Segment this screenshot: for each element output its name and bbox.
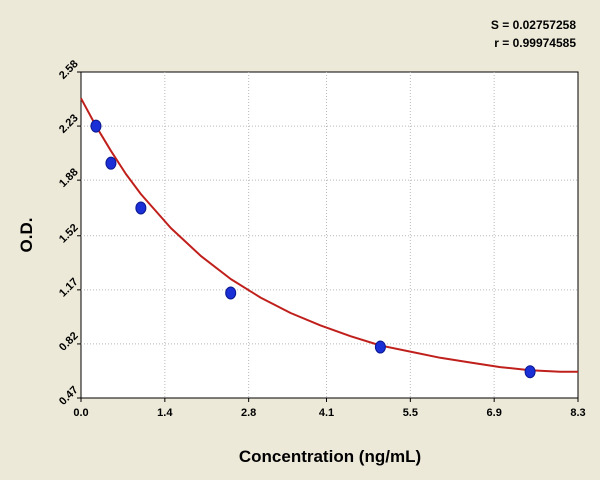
y-tick-label: 1.88 xyxy=(57,166,81,190)
fit-curve-group xyxy=(80,97,578,373)
plot-area xyxy=(80,71,579,399)
y-tick-label: 0.47 xyxy=(57,384,81,408)
x-tick-label: 4.1 xyxy=(319,407,334,419)
fit-curve-line xyxy=(80,97,578,373)
x-tick-labels: 0.0 1.4 2.8 4.1 5.5 6.9 8.3 xyxy=(73,407,585,419)
y-tick-label: 1.17 xyxy=(57,276,81,300)
y-tick-label: 0.82 xyxy=(57,330,81,354)
data-point xyxy=(105,156,117,170)
y-tick-label: 2.58 xyxy=(57,58,81,82)
data-point xyxy=(225,286,237,300)
x-tick-label: 8.3 xyxy=(570,407,585,419)
y-tick-label: 2.23 xyxy=(57,112,81,136)
data-points xyxy=(90,119,536,379)
x-tick-label: 0.0 xyxy=(73,407,88,419)
stat-s-label: S = 0.02757258 xyxy=(491,18,576,32)
data-point xyxy=(374,340,386,354)
x-tick-label: 5.5 xyxy=(403,407,418,419)
grid-lines xyxy=(81,72,578,398)
y-tick-label: 1.52 xyxy=(57,222,81,246)
data-point xyxy=(135,201,147,215)
stat-r-label: r = 0.99974585 xyxy=(494,36,576,50)
y-tick-labels: 0.47 0.82 1.17 1.52 1.88 2.23 2.58 xyxy=(57,58,81,408)
x-tick-label: 2.8 xyxy=(241,407,256,419)
y-axis-title: O.D. xyxy=(17,218,36,253)
data-point xyxy=(524,365,536,379)
x-tick-label: 6.9 xyxy=(487,407,502,419)
x-tick-label: 1.4 xyxy=(157,407,173,419)
x-axis-title: Concentration (ng/mL) xyxy=(239,447,421,466)
axis-ticks xyxy=(77,71,579,402)
data-point xyxy=(90,119,102,133)
